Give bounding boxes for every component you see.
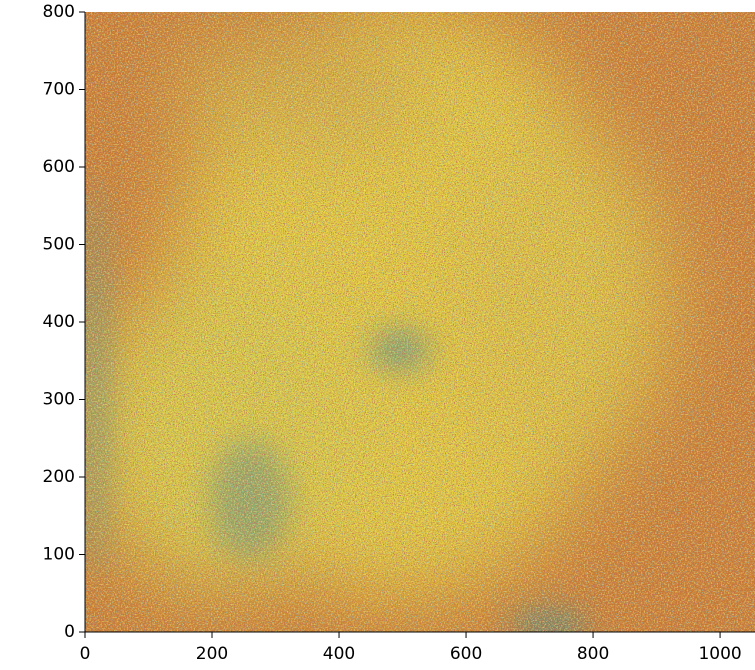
axes: 0 200 400 600 800 1000 0 100 200 300 400 500 600 700 8… — [43, 2, 755, 664]
image — [85, 12, 755, 632]
y-tick-label: 0 — [64, 622, 75, 642]
y-tick-label: 600 — [43, 157, 75, 177]
y-tick-label: 500 — [43, 235, 75, 255]
x-tick-label: 0 — [80, 644, 91, 664]
x-tick-label: 200 — [196, 644, 228, 664]
x-tick-label: 600 — [450, 644, 482, 664]
y-tick-label: 800 — [43, 2, 75, 22]
y-tick-label: 100 — [43, 545, 75, 565]
y-tick-label: 300 — [43, 390, 75, 410]
y-tick-label: 200 — [43, 467, 75, 487]
y-tick-label: 400 — [43, 312, 75, 332]
y-tick-label: 700 — [43, 80, 75, 100]
x-tick-label: 1000 — [698, 644, 741, 664]
x-tick-label: 400 — [323, 644, 355, 664]
x-tick-label: 800 — [577, 644, 609, 664]
